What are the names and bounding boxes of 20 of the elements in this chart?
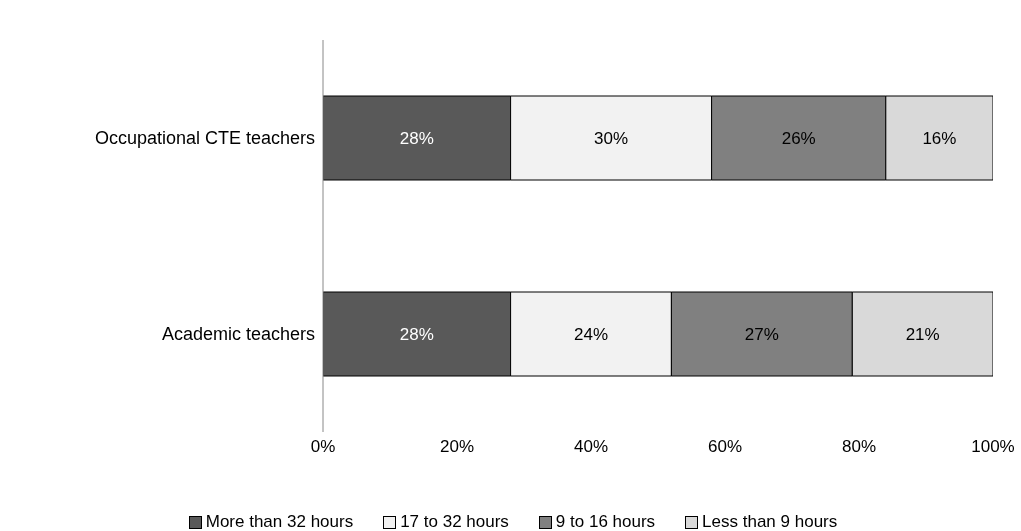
data-label: 30% bbox=[594, 128, 629, 148]
data-label: 26% bbox=[781, 128, 816, 148]
data-label: 27% bbox=[744, 324, 779, 344]
x-tick-label: 100% bbox=[971, 437, 1015, 457]
data-label: 28% bbox=[399, 128, 434, 148]
data-label: 21% bbox=[905, 324, 940, 344]
data-label: 16% bbox=[922, 128, 957, 148]
data-label: 24% bbox=[573, 324, 609, 344]
legend-label: Less than 9 hours bbox=[702, 512, 838, 531]
data-label: 28% bbox=[399, 324, 434, 344]
x-tick-label: 80% bbox=[841, 437, 877, 457]
legend-label: 17 to 32 hours bbox=[400, 512, 509, 531]
y-tick-label: Occupational CTE teachers bbox=[94, 128, 315, 149]
legend-label: 9 to 16 hours bbox=[555, 512, 656, 531]
x-tick-label: 60% bbox=[707, 437, 743, 457]
x-tick-label: 0% bbox=[310, 437, 336, 457]
x-tick-label: 20% bbox=[439, 437, 475, 457]
legend-label: More than 32 hours bbox=[205, 512, 354, 531]
y-tick-label: Academic teachers bbox=[161, 324, 315, 345]
x-tick-label: 40% bbox=[573, 437, 609, 457]
